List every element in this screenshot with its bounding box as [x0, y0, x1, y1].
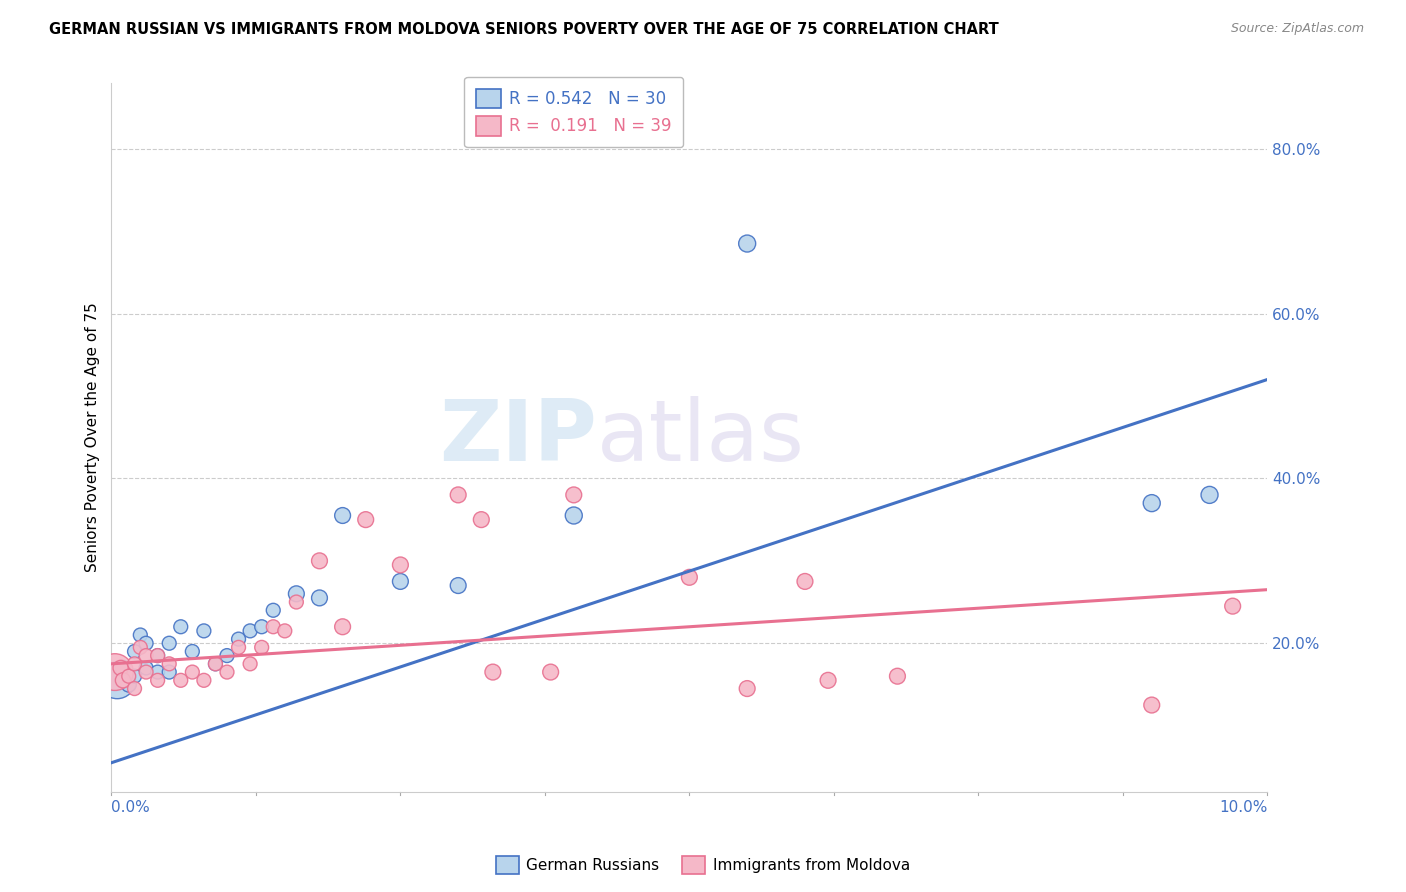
Point	[332, 620, 354, 634]
Point	[215, 665, 238, 679]
Point	[735, 681, 758, 696]
Point	[1140, 496, 1163, 510]
Point	[239, 657, 262, 671]
Text: ZIP: ZIP	[439, 396, 598, 479]
Point	[1140, 698, 1163, 712]
Point	[285, 595, 308, 609]
Point	[250, 640, 273, 655]
Point	[135, 665, 157, 679]
Text: atlas: atlas	[598, 396, 804, 479]
Point	[250, 620, 273, 634]
Point	[735, 236, 758, 251]
Point	[124, 644, 146, 658]
Point	[308, 554, 330, 568]
Legend: German Russians, Immigrants from Moldova: German Russians, Immigrants from Moldova	[489, 850, 917, 880]
Point	[562, 488, 585, 502]
Point	[482, 665, 505, 679]
Point	[678, 570, 700, 584]
Point	[447, 578, 470, 592]
Point	[1222, 599, 1244, 614]
Point	[118, 669, 141, 683]
Text: 0.0%: 0.0%	[111, 800, 150, 814]
Point	[389, 558, 412, 572]
Point	[146, 648, 169, 663]
Point	[794, 574, 817, 589]
Point	[262, 620, 284, 634]
Point	[146, 665, 169, 679]
Point	[470, 513, 492, 527]
Point	[274, 624, 297, 638]
Point	[447, 488, 470, 502]
Point	[157, 657, 180, 671]
Point	[129, 640, 152, 655]
Point	[129, 628, 152, 642]
Point	[135, 648, 157, 663]
Point	[389, 574, 412, 589]
Point	[146, 673, 169, 688]
Point	[817, 673, 839, 688]
Point	[157, 636, 180, 650]
Point	[332, 508, 354, 523]
Point	[111, 661, 134, 675]
Point	[110, 661, 132, 675]
Point	[170, 673, 193, 688]
Point	[181, 644, 204, 658]
Point	[204, 657, 226, 671]
Point	[228, 632, 250, 646]
Point	[562, 508, 585, 523]
Point	[118, 677, 141, 691]
Point	[540, 665, 562, 679]
Point	[135, 636, 157, 650]
Text: Source: ZipAtlas.com: Source: ZipAtlas.com	[1230, 22, 1364, 36]
Point	[285, 587, 308, 601]
Point	[193, 624, 215, 638]
Point	[124, 669, 146, 683]
Point	[204, 657, 226, 671]
Y-axis label: Seniors Poverty Over the Age of 75: Seniors Poverty Over the Age of 75	[86, 302, 100, 572]
Point	[1198, 488, 1220, 502]
Point	[170, 620, 193, 634]
Point	[354, 513, 377, 527]
Point	[111, 673, 134, 688]
Point	[228, 640, 250, 655]
Point	[308, 591, 330, 605]
Point	[215, 648, 238, 663]
Point	[157, 665, 180, 679]
Point	[193, 673, 215, 688]
Point	[135, 661, 157, 675]
Point	[124, 657, 146, 671]
Point	[104, 665, 127, 679]
Text: 10.0%: 10.0%	[1219, 800, 1267, 814]
Point	[146, 648, 169, 663]
Point	[262, 603, 284, 617]
Text: GERMAN RUSSIAN VS IMMIGRANTS FROM MOLDOVA SENIORS POVERTY OVER THE AGE OF 75 COR: GERMAN RUSSIAN VS IMMIGRANTS FROM MOLDOV…	[49, 22, 998, 37]
Point	[105, 673, 128, 688]
Point	[124, 681, 146, 696]
Point	[181, 665, 204, 679]
Legend: R = 0.542   N = 30, R =  0.191   N = 39: R = 0.542 N = 30, R = 0.191 N = 39	[464, 77, 683, 147]
Point	[239, 624, 262, 638]
Point	[886, 669, 908, 683]
